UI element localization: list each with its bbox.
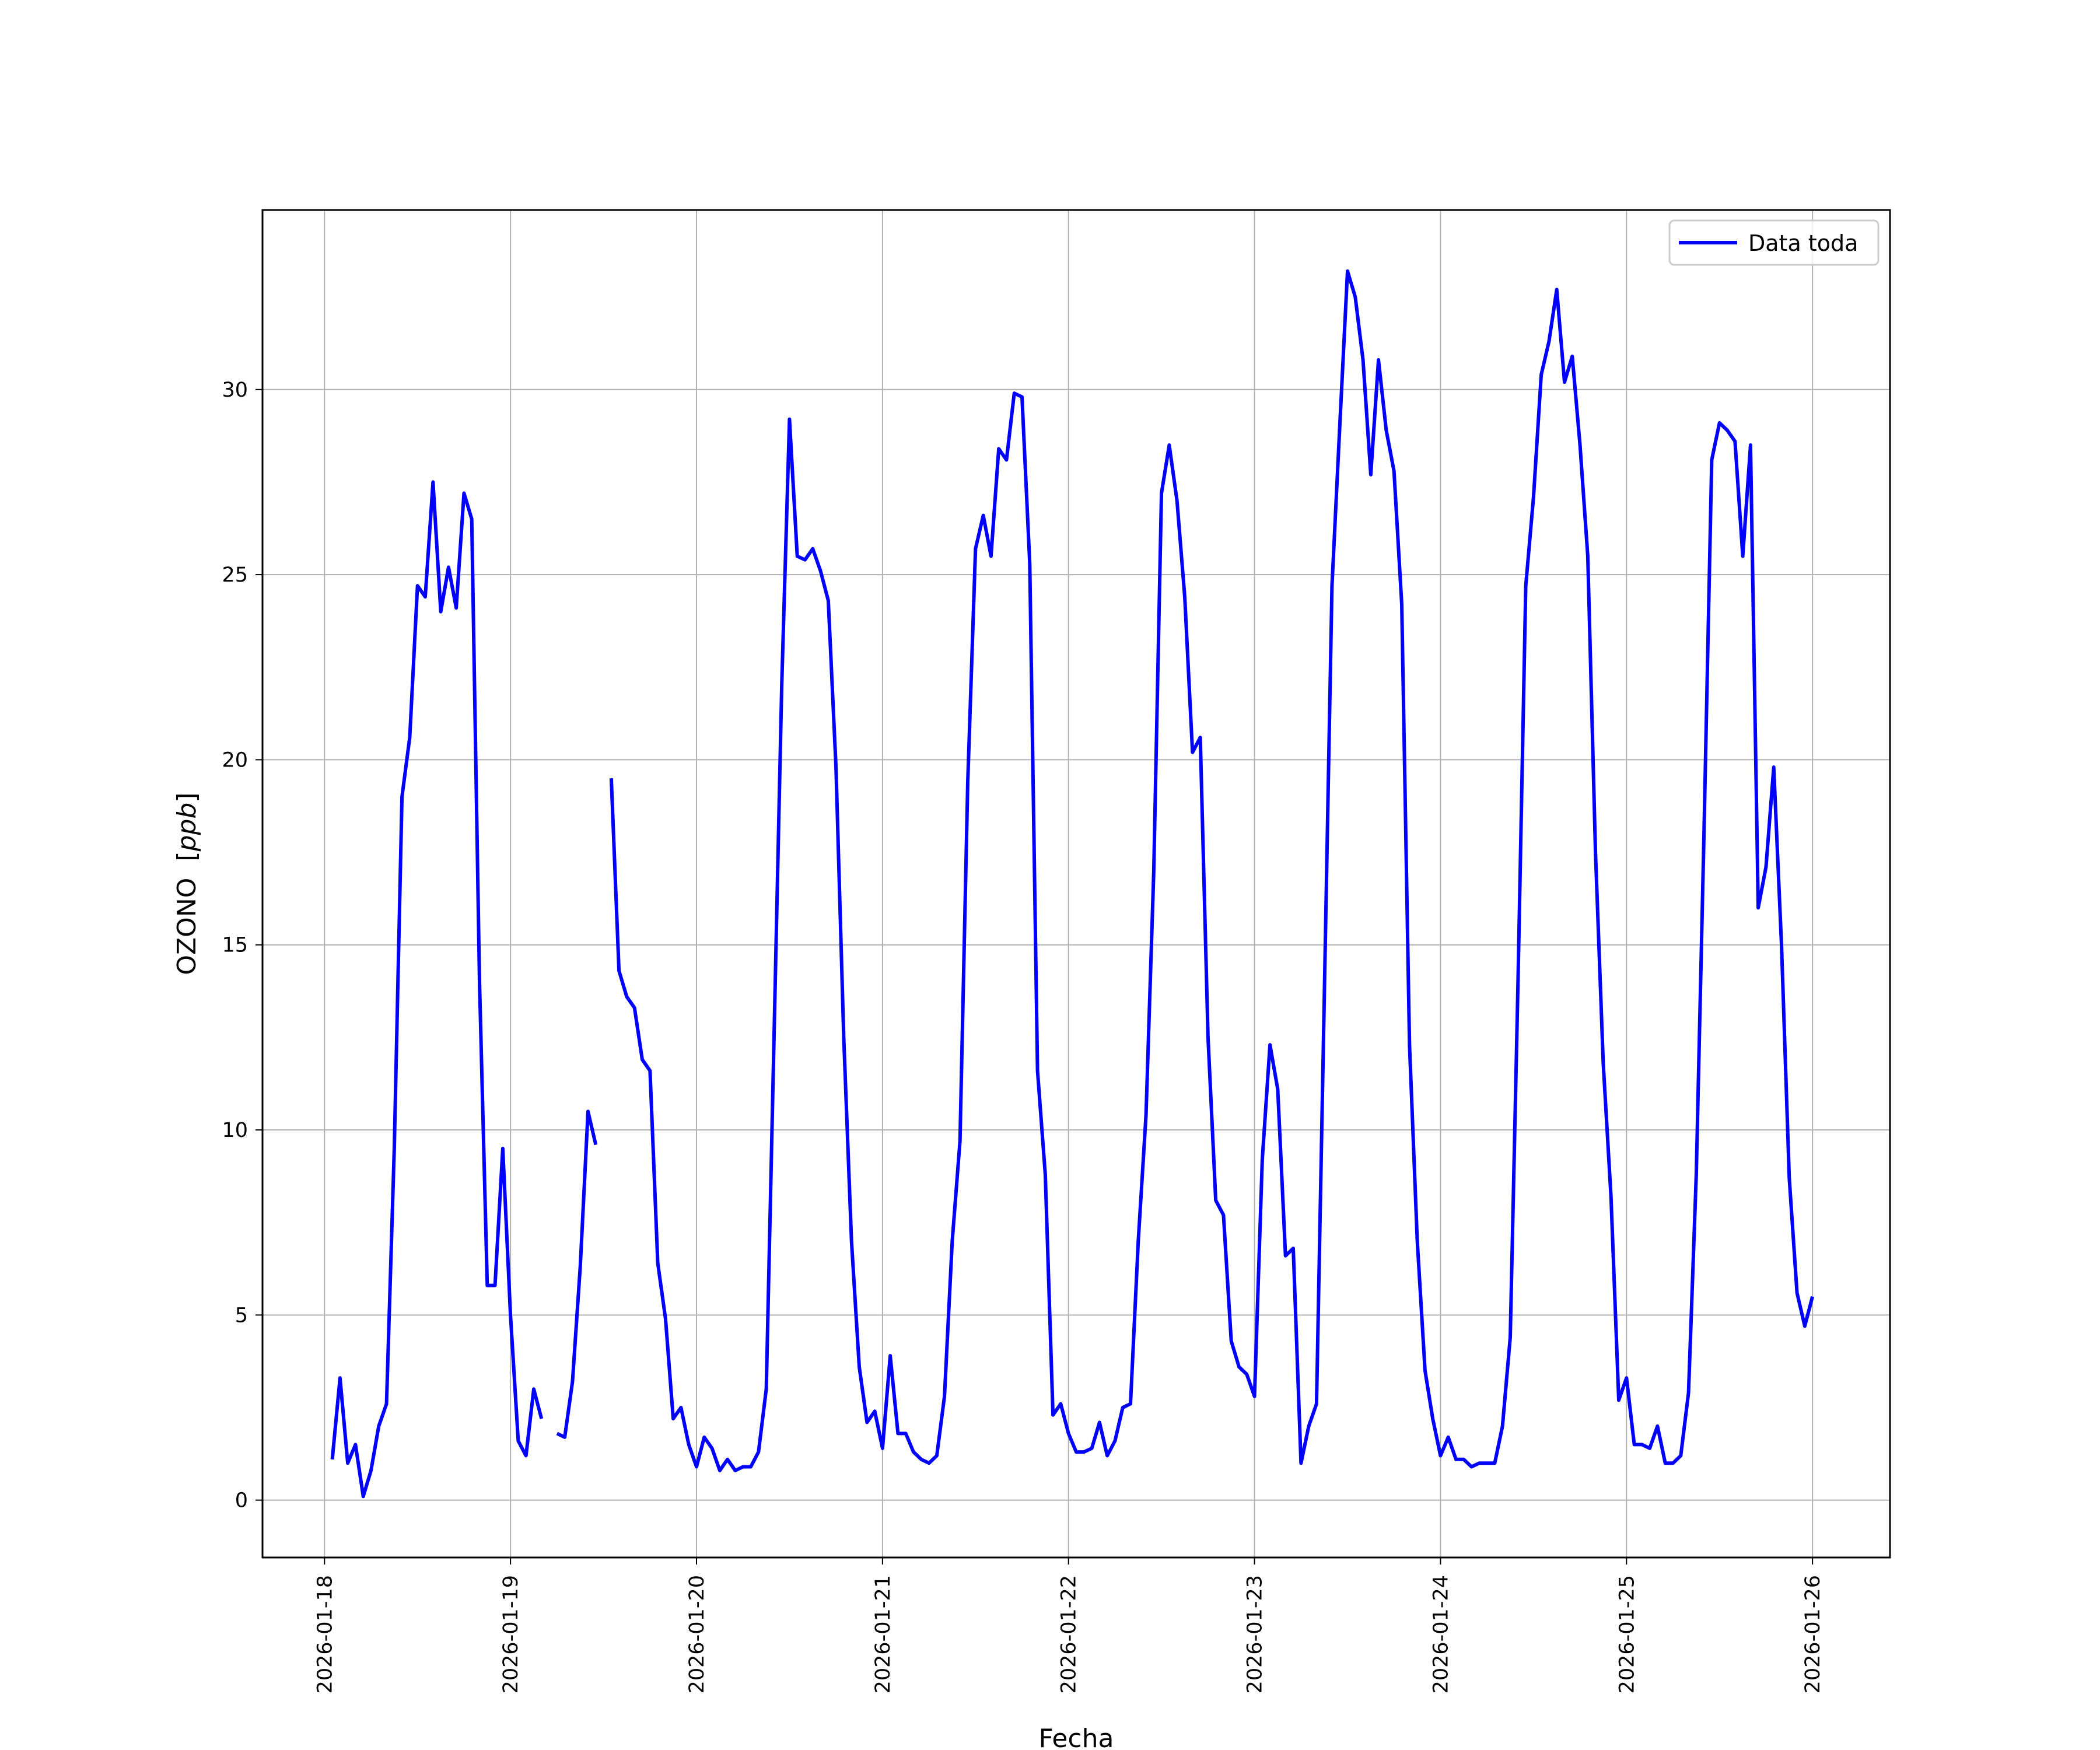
y-axis-label-unit: ppb <box>172 803 202 852</box>
x-axis-label: Fecha <box>1038 1724 1114 1750</box>
series-line-segment <box>556 1110 598 1439</box>
axes: 0 5 10 15 20 25 30 2026-01-18 2026-01-19 2026-01-… <box>222 379 1825 1694</box>
plot-frame <box>261 209 1891 1559</box>
x-tick-label: 2026-01-18 <box>313 1575 337 1693</box>
x-tick-label: 2026-01-22 <box>1058 1575 1081 1693</box>
gridlines <box>262 210 1890 1558</box>
x-tick-label: 2026-01-26 <box>1801 1575 1825 1693</box>
series-line-segment <box>330 480 544 1499</box>
y-axis-label-main: OZONO <box>172 878 202 975</box>
y-tick-label: 0 <box>235 1489 248 1513</box>
x-tick-label: 2026-01-19 <box>499 1575 523 1693</box>
x-tick-label: 2026-01-20 <box>685 1575 709 1693</box>
data-series <box>330 269 1815 1499</box>
legend: Data toda <box>1668 219 1880 266</box>
legend-box <box>1668 219 1880 266</box>
legend-entry-label: Data toda <box>1748 230 1858 256</box>
x-tick-label: 2026-01-21 <box>872 1575 895 1693</box>
y-axis-label-bracket-open: [ <box>172 851 202 869</box>
series-line-segment <box>609 269 1815 1472</box>
plot-area-background <box>262 210 1890 1558</box>
y-tick-label: 10 <box>222 1119 248 1142</box>
y-tick-label: 25 <box>222 564 248 587</box>
y-tick-label: 15 <box>222 934 248 957</box>
y-axis-label: OZONO [ppb] <box>172 792 202 975</box>
y-axis-label-bracket-close: ] <box>172 792 202 802</box>
y-tick-label: 20 <box>222 748 248 772</box>
x-tick-label: 2026-01-24 <box>1429 1575 1452 1693</box>
y-tick-label: 5 <box>235 1304 248 1327</box>
x-tick-label: 2026-01-23 <box>1244 1575 1267 1693</box>
x-tick-label: 2026-01-25 <box>1615 1575 1639 1693</box>
y-tick-label: 30 <box>222 379 248 402</box>
